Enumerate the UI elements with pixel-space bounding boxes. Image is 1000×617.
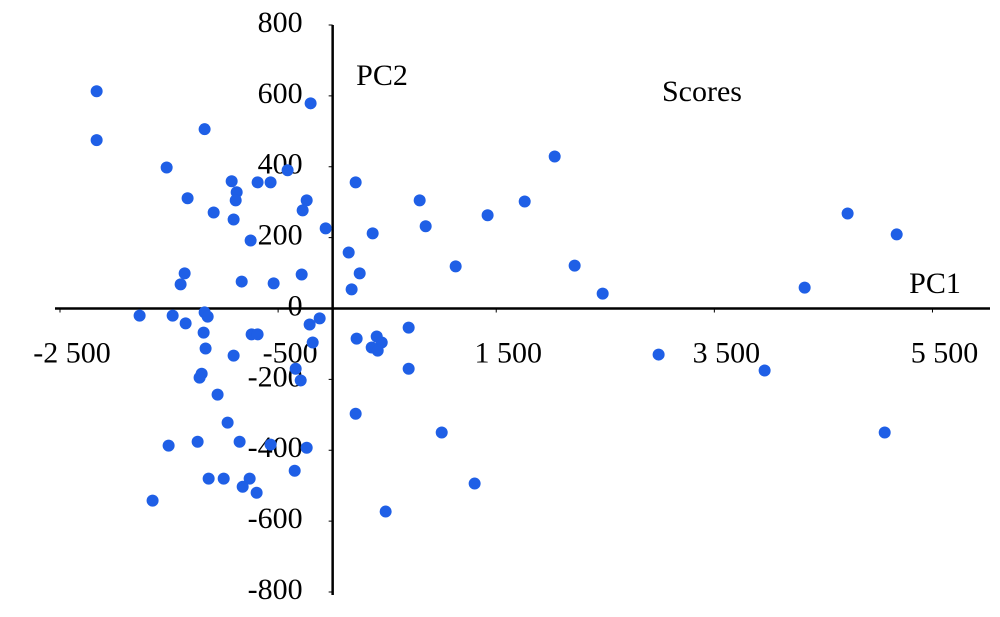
point xyxy=(251,328,264,341)
point xyxy=(236,480,249,493)
y-tick-label: -600 xyxy=(248,502,303,535)
point xyxy=(233,435,246,448)
point xyxy=(435,426,448,439)
point xyxy=(179,317,192,330)
point xyxy=(349,407,362,420)
point xyxy=(217,472,230,485)
point xyxy=(162,439,175,452)
point xyxy=(267,277,280,290)
point xyxy=(90,85,103,98)
point xyxy=(264,176,277,189)
y-tick-label: 400 xyxy=(258,148,303,181)
y-tick-label: 200 xyxy=(258,219,303,252)
point xyxy=(353,267,366,280)
x-tick-label: 5 500 xyxy=(911,336,979,369)
point xyxy=(449,260,462,273)
point xyxy=(294,374,307,387)
chart-title: Scores xyxy=(662,75,742,108)
point xyxy=(225,175,238,188)
point xyxy=(342,246,355,259)
point xyxy=(413,194,426,207)
y-tick-label: 800 xyxy=(258,6,303,39)
point xyxy=(890,228,903,241)
point xyxy=(235,275,248,288)
point xyxy=(211,388,224,401)
point xyxy=(366,227,379,240)
point xyxy=(319,222,332,235)
point xyxy=(379,505,392,518)
point xyxy=(221,416,234,429)
point xyxy=(227,349,240,362)
point xyxy=(300,194,313,207)
point xyxy=(468,477,481,490)
point xyxy=(345,283,358,296)
y-tick-label: 0 xyxy=(288,289,303,322)
y-tick-label: -800 xyxy=(248,573,303,606)
point xyxy=(281,164,294,177)
point xyxy=(197,326,210,339)
point xyxy=(264,438,277,451)
point xyxy=(229,194,242,207)
point xyxy=(303,318,316,331)
point xyxy=(349,176,362,189)
x-tick-label: -2 500 xyxy=(33,336,111,369)
point xyxy=(202,472,215,485)
point xyxy=(90,134,103,147)
point xyxy=(191,435,204,448)
y-axis-label: PC2 xyxy=(356,59,408,92)
point xyxy=(133,309,146,322)
point xyxy=(146,494,159,507)
point xyxy=(878,426,891,439)
point xyxy=(198,123,211,136)
point xyxy=(181,192,194,205)
point xyxy=(798,281,811,294)
point xyxy=(548,150,561,163)
point xyxy=(313,312,326,325)
point xyxy=(178,267,191,280)
point xyxy=(596,287,609,300)
point xyxy=(306,336,319,349)
point xyxy=(193,371,206,384)
point xyxy=(568,259,581,272)
x-tick-label: 1 500 xyxy=(474,336,542,369)
point xyxy=(402,362,415,375)
point xyxy=(243,472,256,485)
point xyxy=(402,321,415,334)
point xyxy=(304,97,317,110)
point xyxy=(244,234,257,247)
point xyxy=(295,268,308,281)
y-tick-label: 600 xyxy=(258,77,303,110)
point xyxy=(518,195,531,208)
point xyxy=(250,486,263,499)
point xyxy=(288,464,301,477)
point xyxy=(227,213,240,226)
point xyxy=(201,310,214,323)
point xyxy=(758,364,771,377)
point xyxy=(207,206,220,219)
point xyxy=(289,362,302,375)
point xyxy=(160,161,173,174)
point xyxy=(300,441,313,454)
point xyxy=(199,342,212,355)
point xyxy=(296,204,309,217)
x-tick-label: 3 500 xyxy=(693,336,761,369)
point xyxy=(350,332,363,345)
point xyxy=(371,344,384,357)
point xyxy=(481,209,494,222)
point xyxy=(251,176,264,189)
point xyxy=(174,278,187,291)
point xyxy=(652,348,665,361)
point xyxy=(841,207,854,220)
x-axis-label: PC1 xyxy=(909,267,961,300)
point xyxy=(166,309,179,322)
point xyxy=(419,220,432,233)
